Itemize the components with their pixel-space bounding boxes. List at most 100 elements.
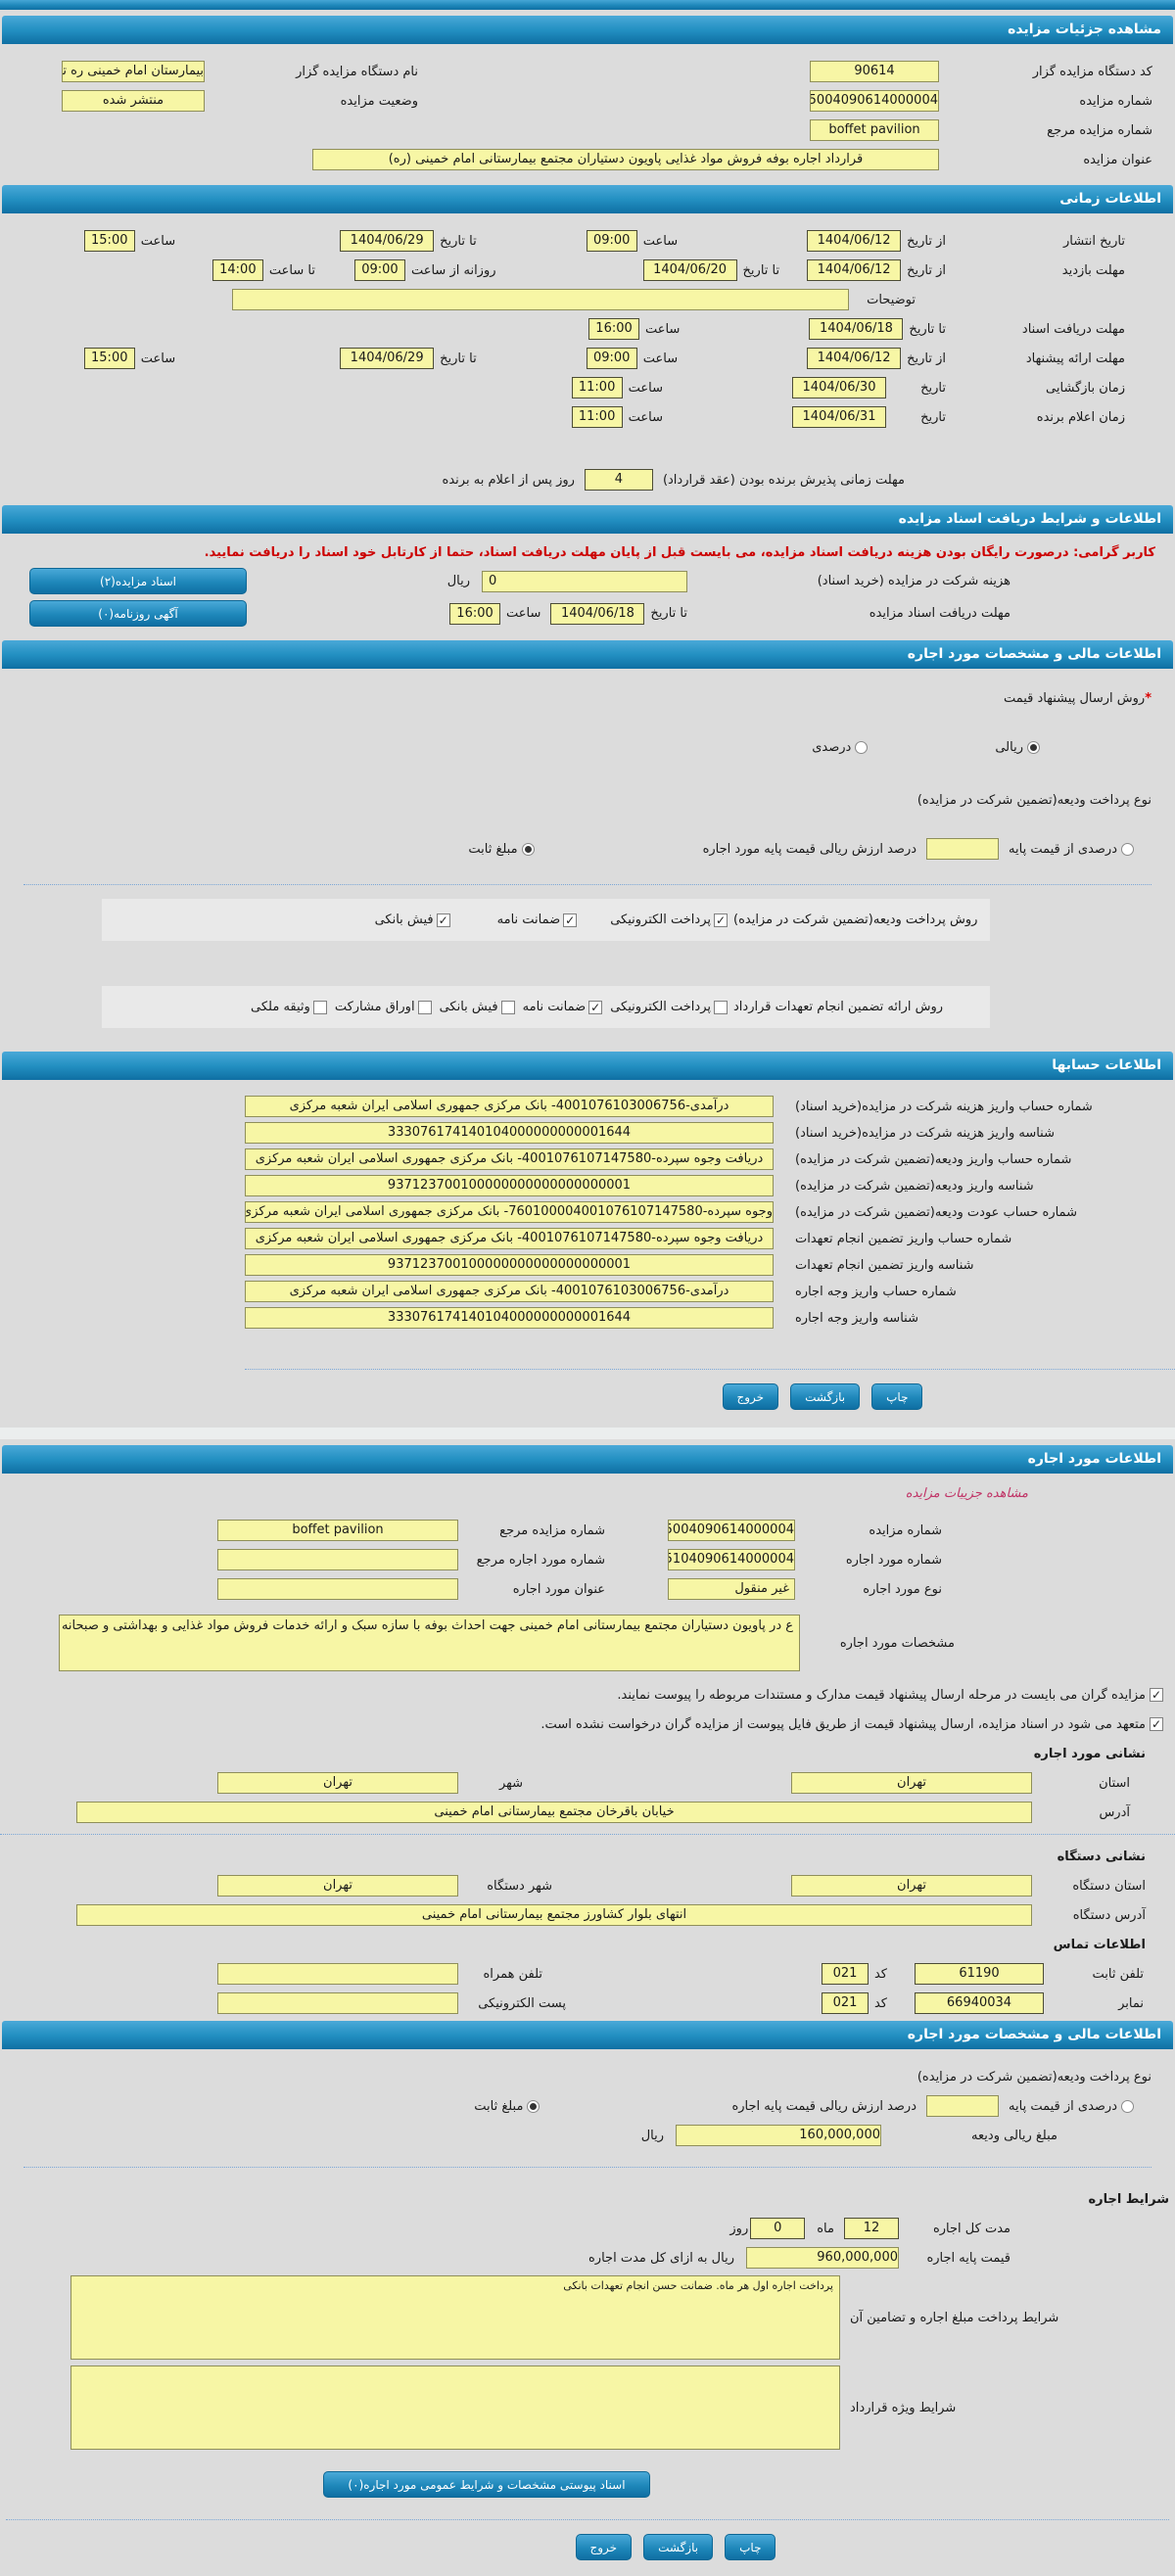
percent-base-radio[interactable] (1121, 842, 1134, 856)
offer-to-hour-field[interactable]: 15:00 (83, 348, 135, 369)
participation-bonds-label: اوراق مشارکت (334, 1000, 415, 1014)
account-field[interactable]: 333076174140104000000000001644 (245, 1122, 774, 1144)
phone-code-field[interactable]: 021 (821, 1963, 869, 1985)
phone-field[interactable]: 61190 (915, 1963, 1044, 1985)
account-field[interactable]: 937123700100000000000000000001 (245, 1175, 774, 1196)
property-collateral-checkbox[interactable] (312, 1000, 327, 1014)
winner-date-field[interactable]: 1404/06/31 (792, 406, 886, 428)
visit-daily-from-field[interactable]: 09:00 (353, 259, 405, 281)
ref-no-field[interactable]: boffet pavilion (810, 119, 939, 141)
device-city-field[interactable]: تهران (217, 1875, 458, 1897)
item-specs-textarea[interactable]: ع در پاویون دستیاران مجتمع بیمارستانی ام… (59, 1615, 800, 1671)
opening-date-field[interactable]: 1404/06/30 (792, 377, 886, 398)
address-field[interactable]: خیابان باقرخان مجتمع بیمارستانی امام خمی… (76, 1802, 1032, 1823)
visit-to-date-field[interactable]: 1404/06/20 (642, 259, 737, 281)
fax-code-field[interactable]: 021 (821, 1992, 869, 2014)
lease-days-field[interactable]: 0 (750, 2218, 806, 2239)
offer-from-date-field[interactable]: 1404/06/12 (807, 348, 902, 369)
account-field[interactable]: درآمدی-4001076103006756- بانک مرکزی جمهو… (245, 1281, 774, 1302)
opening-hour-field[interactable]: 11:00 (571, 377, 623, 398)
rial-radio[interactable] (1027, 740, 1040, 754)
device-code-field[interactable]: 90614 (810, 61, 939, 82)
percent-base-field[interactable] (926, 2095, 1000, 2117)
newspaper-ad-button[interactable]: آگهی روزنامه(۰) (29, 600, 247, 627)
guarantee-letter-checkbox[interactable] (588, 1000, 603, 1014)
attach-note-2: متعهد می شود در اسناد مزایده، ارسال پیشن… (540, 1716, 1146, 1732)
docs-deadline-hour-field[interactable]: 16:00 (588, 318, 640, 340)
offer-to-date-field[interactable]: 1404/06/29 (340, 348, 435, 369)
electronic-payment-checkbox[interactable] (714, 913, 728, 927)
bank-receipt-checkbox[interactable] (500, 1000, 515, 1014)
mobile-field[interactable] (217, 1963, 458, 1985)
publish-hour-field[interactable]: 09:00 (586, 230, 637, 252)
section-header-auction-details: مشاهده جزئیات مزایده (2, 16, 1173, 44)
auction-title-field[interactable]: قرارداد اجاره بوفه فروش مواد غذایی پاویو… (312, 149, 939, 170)
visit-daily-to-field[interactable]: 14:00 (212, 259, 263, 281)
item-no-field[interactable]: 5104090614000004 (668, 1549, 795, 1570)
lease-months-field[interactable]: 12 (844, 2218, 899, 2239)
docs-deadline-date-field[interactable]: 1404/06/18 (809, 318, 904, 340)
deposit-amount-field[interactable]: 160,000,000 (676, 2125, 881, 2146)
percent-base-radio[interactable] (1121, 2099, 1134, 2113)
account-field[interactable]: 937123700100000000000000000001 (245, 1254, 774, 1276)
exit-button[interactable]: خروج (575, 2534, 633, 2560)
province-field[interactable]: تهران (791, 1772, 1032, 1794)
deposit-type-label: نوع پرداخت ودیعه(تضمین شرکت در مزایده) (916, 792, 1152, 808)
item-title-field[interactable] (217, 1578, 458, 1600)
attached-docs-button[interactable]: اسناد پیوستی مشخصات و شرایط عمومی مورد ا… (323, 2471, 650, 2498)
electronic-payment-checkbox[interactable] (714, 1000, 728, 1014)
device-province-field[interactable]: تهران (791, 1875, 1032, 1897)
section-title: اطلاعات زمانی (1059, 191, 1161, 207)
attach-required-checkbox[interactable] (1150, 1688, 1163, 1702)
account-field[interactable]: دریافت وجوه سپرده-4001076107147580- بانک… (245, 1148, 774, 1170)
account-field[interactable]: وجوه سپرده-760100004001076107147580- بان… (245, 1201, 774, 1223)
device-address-section-row: نشانی دستگاه (0, 1845, 1175, 1868)
fixed-amount-radio[interactable] (521, 842, 535, 856)
percent-radio[interactable] (855, 740, 869, 754)
print-button[interactable]: چاپ (725, 2534, 776, 2560)
city-field[interactable]: تهران (217, 1772, 458, 1794)
winner-hour-field[interactable]: 11:00 (571, 406, 623, 428)
visit-from-date-field[interactable]: 1404/06/12 (807, 259, 902, 281)
back-button[interactable]: بازگشت (643, 2534, 714, 2560)
percent-base-field[interactable] (926, 838, 1000, 860)
account-field[interactable]: دریافت وجوه سپرده-4001076107147580- بانک… (245, 1228, 774, 1249)
offer-hour-field[interactable]: 09:00 (586, 348, 637, 369)
hour-label: ساعت (642, 233, 679, 249)
publish-to-hour-field[interactable]: 15:00 (83, 230, 135, 252)
back-button[interactable]: بازگشت (790, 1383, 861, 1410)
publish-from-date-field[interactable]: 1404/06/12 (807, 230, 902, 252)
email-field[interactable] (217, 1992, 458, 2014)
exit-button[interactable]: خروج (722, 1383, 779, 1410)
ref-no-field[interactable]: boffet pavilion (217, 1520, 458, 1541)
publish-to-date-field[interactable]: 1404/06/29 (340, 230, 435, 252)
docs-deadline-hour-field[interactable]: 16:00 (449, 602, 501, 625)
print-button[interactable]: چاپ (871, 1383, 923, 1410)
guarantee-letter-checkbox[interactable] (563, 913, 578, 927)
participation-bonds-checkbox[interactable] (417, 1000, 432, 1014)
bank-receipt-checkbox[interactable] (436, 913, 450, 927)
fee-field[interactable]: 0 (482, 570, 687, 592)
description-field[interactable] (232, 289, 849, 310)
base-price-field[interactable]: 960,000,000 (746, 2247, 899, 2269)
fax-field[interactable]: 66940034 (915, 1992, 1044, 2014)
fixed-amount-radio[interactable] (527, 2099, 540, 2113)
auction-docs-button[interactable]: اسناد مزایده(۲) (29, 568, 247, 594)
item-ref-field[interactable] (217, 1549, 458, 1570)
special-terms-textarea[interactable] (70, 2365, 840, 2450)
auction-no-field[interactable]: 5004090614000004 (668, 1520, 795, 1541)
payment-terms-textarea[interactable]: پرداخت اجاره اول هر ماه. ضمانت حسن انجام… (70, 2275, 840, 2360)
device-address-field[interactable]: انتهای بلوار کشاورز مجتمع بیمارستانی اما… (76, 1904, 1032, 1926)
status-field[interactable]: منتشر شده (62, 90, 205, 112)
item-type-field[interactable]: غیر منقول (668, 1578, 795, 1600)
base-price-label: قیمت پایه اجاره (926, 2250, 1010, 2266)
auction-no-field[interactable]: 5004090614000004 (810, 90, 939, 112)
item-title-label: عنوان مورد اجاره (512, 1581, 605, 1597)
accept-days-field[interactable]: 4 (584, 469, 653, 491)
no-file-offer-checkbox[interactable] (1150, 1717, 1163, 1731)
device-name-field[interactable]: بیمارستان امام خمینی ره تهران (62, 61, 205, 82)
view-auction-details-link[interactable]: مشاهده جزییات مزایده (905, 1485, 1028, 1501)
docs-deadline-date-field[interactable]: 1404/06/18 (550, 602, 645, 625)
account-field[interactable]: 333076174140104000000000001644 (245, 1307, 774, 1329)
account-field[interactable]: درآمدی-4001076103006756- بانک مرکزی جمهو… (245, 1096, 774, 1117)
